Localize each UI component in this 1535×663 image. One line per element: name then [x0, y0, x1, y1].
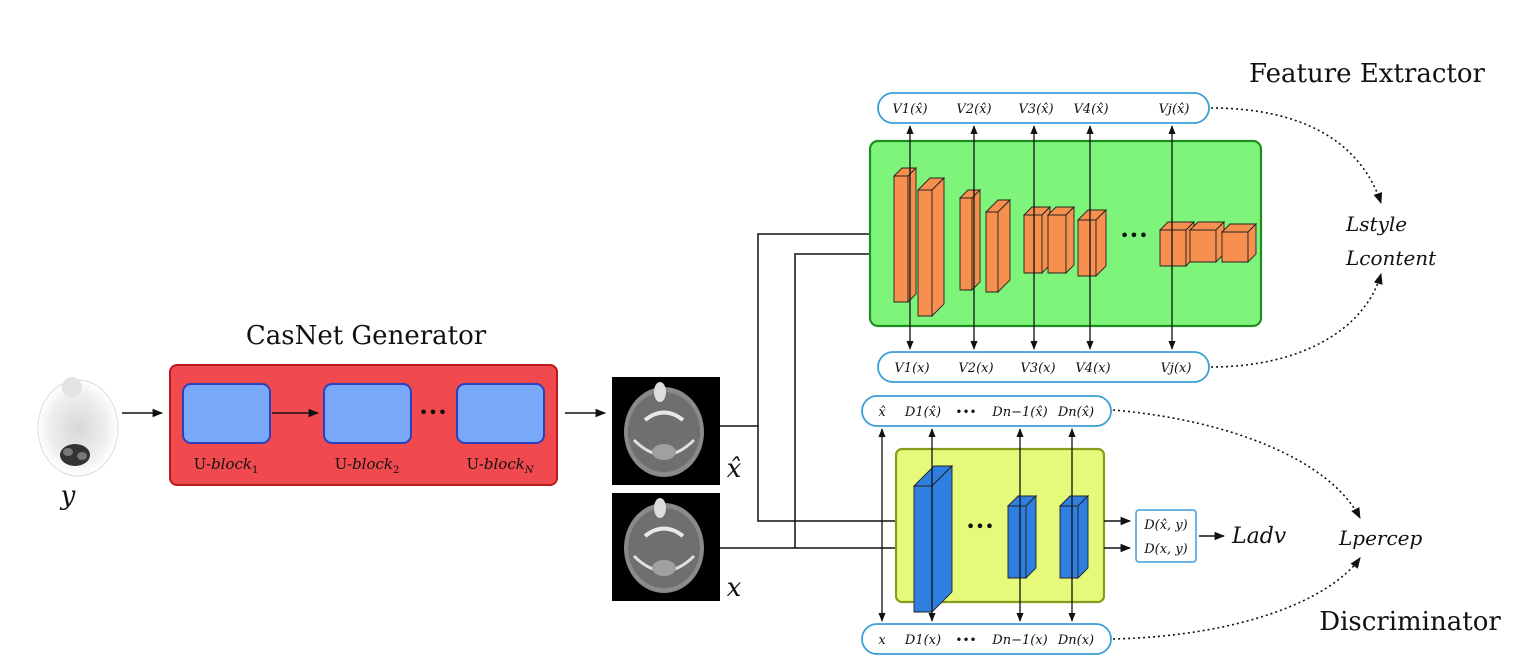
loss-connectors: [1112, 107, 1383, 640]
disc-layer-1: [912, 464, 954, 614]
feature-layer-5: [1022, 205, 1052, 275]
disc-pill-top: [861, 395, 1112, 427]
disc-ellipsis: •••: [966, 517, 994, 536]
disc-top-label-input: x̂: [878, 405, 886, 420]
ublock-n-label: U-blockN: [466, 455, 534, 476]
disc-layer-2: [1006, 494, 1038, 580]
feature-pill-bottom: [877, 351, 1210, 383]
feature-bottom-label-j: Vj(x): [1161, 361, 1192, 376]
disc-output-fake: D(x̂, y): [1143, 518, 1188, 533]
feature-bottom-label-3: V3(x): [1020, 361, 1055, 376]
feature-pill-top: [877, 92, 1210, 124]
disc-top-ellipsis: •••: [955, 405, 976, 419]
generator-title: CasNet Generator: [246, 321, 487, 351]
target-label-x: x: [727, 573, 742, 603]
feature-bottom-label-2: V2(x): [958, 361, 993, 376]
disc-top-label-dn: Dn(x̂): [1057, 405, 1094, 420]
ublock-2-label: U-block2: [335, 455, 400, 476]
ublock-1-label: U-block1: [194, 455, 259, 476]
discriminator-title: Discriminator: [1319, 607, 1501, 637]
generator-ellipsis: •••: [419, 403, 447, 422]
feature-top-label-j: Vj(x̂): [1159, 102, 1190, 117]
connector-disc-bottom-to-percep: [1112, 557, 1361, 640]
disc-bottom-label-input: x: [878, 633, 886, 648]
feature-layer-9: [1188, 220, 1226, 264]
ct-image-x-hat: [612, 377, 720, 485]
feature-bottom-label-4: V4(x): [1075, 361, 1110, 376]
feature-layer-4: [984, 198, 1012, 294]
disc-layer-3: [1058, 494, 1090, 580]
feature-extractor-title: Feature Extractor: [1249, 59, 1485, 89]
disc-arrows: [878, 428, 1076, 622]
loss-style: Lstyle: [1345, 212, 1407, 236]
ublock-n: [456, 383, 545, 444]
loss-percep: Lpercep: [1338, 526, 1423, 550]
loss-content: Lcontent: [1345, 246, 1437, 270]
feature-bottom-labels: V1(x) V2(x) V3(x) V4(x) Vj(x): [894, 361, 1191, 376]
connector-top-to-style: [1210, 107, 1383, 205]
disc-bottom-ellipsis: •••: [955, 633, 976, 647]
feature-layer-8: [1158, 220, 1196, 268]
feature-top-labels: V1(x̂) V2(x̂) V3(x̂) V4(x̂) Vj(x̂): [892, 102, 1189, 117]
feature-layer-2: [916, 176, 946, 318]
disc-bottom-label-d1: D1(x): [904, 633, 941, 648]
feature-layer-3: [958, 188, 982, 292]
feature-top-label-2: V2(x̂): [956, 102, 991, 117]
feature-layer-7: [1076, 208, 1108, 278]
feature-ellipsis: •••: [1120, 226, 1148, 245]
disc-pill-bottom: [861, 623, 1112, 655]
disc-top-label-dn-1: Dn−1(x̂): [991, 405, 1047, 420]
feature-layer-10: [1220, 222, 1258, 264]
disc-top-labels: x̂ D1(x̂) ••• Dn−1(x̂) Dn(x̂): [878, 405, 1094, 420]
disc-top-label-d1: D1(x̂): [904, 405, 941, 420]
disc-bottom-labels: x D1(x) ••• Dn−1(x) Dn(x): [878, 633, 1094, 648]
feature-layer-1: [892, 166, 918, 304]
ublock-2: [323, 383, 412, 444]
disc-output-box: [1135, 509, 1197, 563]
feature-top-label-3: V3(x̂): [1018, 102, 1053, 117]
routing-lines: [720, 233, 897, 549]
connector-bottom-to-content: [1210, 272, 1383, 368]
ublock-1: [182, 383, 271, 444]
feature-bottom-label-1: V1(x): [894, 361, 929, 376]
disc-bottom-label-dn: Dn(x): [1057, 633, 1094, 648]
connector-disc-top-to-percep: [1112, 409, 1361, 519]
disc-bottom-label-dn-1: Dn−1(x): [991, 633, 1047, 648]
feature-layer-6: [1046, 205, 1076, 275]
feature-layers: [892, 166, 1258, 318]
disc-output-real: D(x, y): [1143, 542, 1188, 557]
feature-top-label-1: V1(x̂): [892, 102, 927, 117]
ct-image-x: [612, 493, 720, 601]
feature-top-label-4: V4(x̂): [1073, 102, 1108, 117]
output-label-x-hat: x̂: [727, 454, 742, 484]
input-image-y: [37, 377, 119, 477]
input-label-y: y: [60, 481, 76, 511]
loss-adv: Ladv: [1231, 524, 1287, 549]
feature-arrows: [906, 125, 1176, 350]
